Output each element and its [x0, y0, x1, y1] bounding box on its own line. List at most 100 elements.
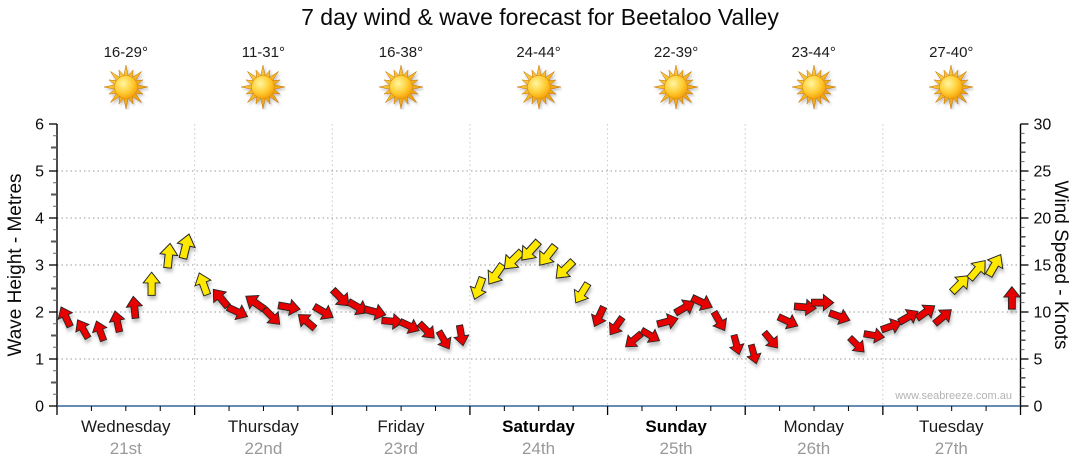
day-label: Monday 26th [745, 417, 883, 461]
wind-arrow [608, 314, 626, 336]
wind-arrow [503, 248, 525, 270]
wind-arrow [827, 308, 851, 326]
wind-arrow [57, 306, 74, 329]
day-name: Wednesday [81, 417, 171, 436]
day-temperature: 24-44° [516, 44, 561, 61]
wind-arrow [91, 320, 108, 343]
wind-arrow [897, 308, 919, 326]
wind-arrow [966, 259, 986, 282]
wind-arrow [656, 312, 679, 330]
left-axis-tick-label: 0 [35, 399, 44, 416]
wind-arrow [555, 257, 577, 279]
day-name: Thursday [227, 417, 299, 436]
weather-icon-cell [332, 64, 470, 115]
wind-arrow [539, 242, 559, 266]
weather-icon-cell [882, 64, 1020, 115]
wind-arrow [381, 312, 404, 331]
wind-arrow [469, 275, 488, 300]
wind-arrow [847, 334, 865, 353]
temperature-row: 16-29° 11-31° 16-38° 24-44° 22-39° 23-44° 27-4… [57, 44, 1020, 61]
day-label: Friday 23rd [332, 417, 470, 461]
wind-arrow [346, 298, 369, 316]
day-date: 27th [934, 439, 968, 458]
wind-arrow [521, 238, 542, 261]
wind-arrow [948, 275, 970, 296]
day-labels-row: Wednesday 21st Thursday 22nd Friday 23rd Satur… [57, 417, 1020, 461]
wind-arrow [125, 295, 144, 320]
day-label: Tuesday 27th [882, 417, 1020, 461]
wind-arrow [863, 327, 886, 344]
day-name: Sunday [645, 417, 707, 436]
wind-arrow [142, 271, 161, 296]
wind-arrow [297, 314, 318, 332]
sun-icon [791, 64, 836, 110]
wind-arrow [75, 319, 92, 341]
wind-arrow [879, 317, 903, 335]
day-name: Saturday [502, 417, 575, 436]
weather-icon-cell [57, 64, 195, 115]
wind-arrow [573, 281, 592, 304]
day-name: Friday [377, 417, 425, 436]
wind-arrow [416, 320, 435, 339]
wind-arrow-series [57, 233, 1022, 365]
right-axis-tick-label: 5 [1034, 352, 1043, 369]
page-title: 7 day wind & wave forecast for Beetaloo … [301, 4, 779, 30]
right-axis-tick-label: 10 [1034, 305, 1052, 322]
wind-arrow [277, 298, 301, 317]
weather-icon-cell [470, 64, 608, 115]
wind-arrow [710, 309, 728, 332]
weather-icon-cell [607, 64, 745, 115]
wind-arrow [329, 286, 350, 307]
wind-arrow [363, 303, 387, 321]
day-temperature: 16-38° [378, 44, 424, 61]
left-axis-title: Wave Height - Metres [5, 173, 26, 357]
wind-arrow [261, 306, 281, 325]
right-axis-tick-label: 0 [1034, 399, 1043, 416]
wind-arrow [776, 313, 799, 330]
sun-icon [241, 64, 286, 110]
day-label: Thursday 22nd [195, 417, 333, 461]
wind-arrow [311, 303, 334, 320]
weather-icons-row [57, 64, 1020, 115]
sun-icon [103, 64, 148, 110]
wind-arrow [590, 304, 608, 328]
day-date: 22nd [244, 439, 283, 458]
sun-icon [654, 64, 699, 110]
right-axis-tick-label: 30 [1034, 117, 1052, 134]
day-label: Sunday 25th [607, 417, 745, 461]
right-axis-title: Wind Speed - Knots [1050, 180, 1071, 350]
day-temperature: 27-40° [929, 44, 974, 61]
day-date: 26th [797, 439, 831, 458]
day-date: 25th [659, 439, 693, 458]
wind-arrow [1002, 285, 1022, 310]
day-date: 23rd [383, 439, 418, 458]
wind-arrow [487, 261, 507, 285]
day-label: Saturday 24th [470, 417, 608, 461]
wind-arrow [984, 253, 1004, 278]
day-label: Wednesday 21st [57, 417, 195, 461]
day-temperature: 22-39° [653, 44, 699, 61]
watermark: www.seabreeze.com.au [895, 390, 1012, 402]
left-axis-tick-label: 1 [35, 352, 44, 369]
right-axis-tick-label: 15 [1034, 258, 1052, 275]
weather-icon-cell [745, 64, 883, 115]
wind-arrow [225, 303, 249, 321]
wind-arrow [811, 293, 835, 312]
day-date: 24th [521, 439, 556, 458]
day-temperature: 23-44° [791, 44, 836, 61]
day-name: Tuesday [918, 417, 984, 436]
wind-arrow [398, 318, 420, 334]
wind-arrow [639, 327, 661, 343]
left-axis-tick-label: 4 [35, 211, 44, 228]
day-temperature: 16-29° [103, 44, 148, 61]
wind-arrow [914, 304, 936, 322]
wind-arrow [435, 329, 452, 350]
wind-arrow [673, 299, 696, 317]
wind-arrow [212, 288, 232, 310]
day-name: Monday [783, 417, 844, 436]
day-date: 21st [109, 439, 142, 458]
wind-arrow [728, 333, 745, 356]
wind-arrow [108, 310, 126, 334]
